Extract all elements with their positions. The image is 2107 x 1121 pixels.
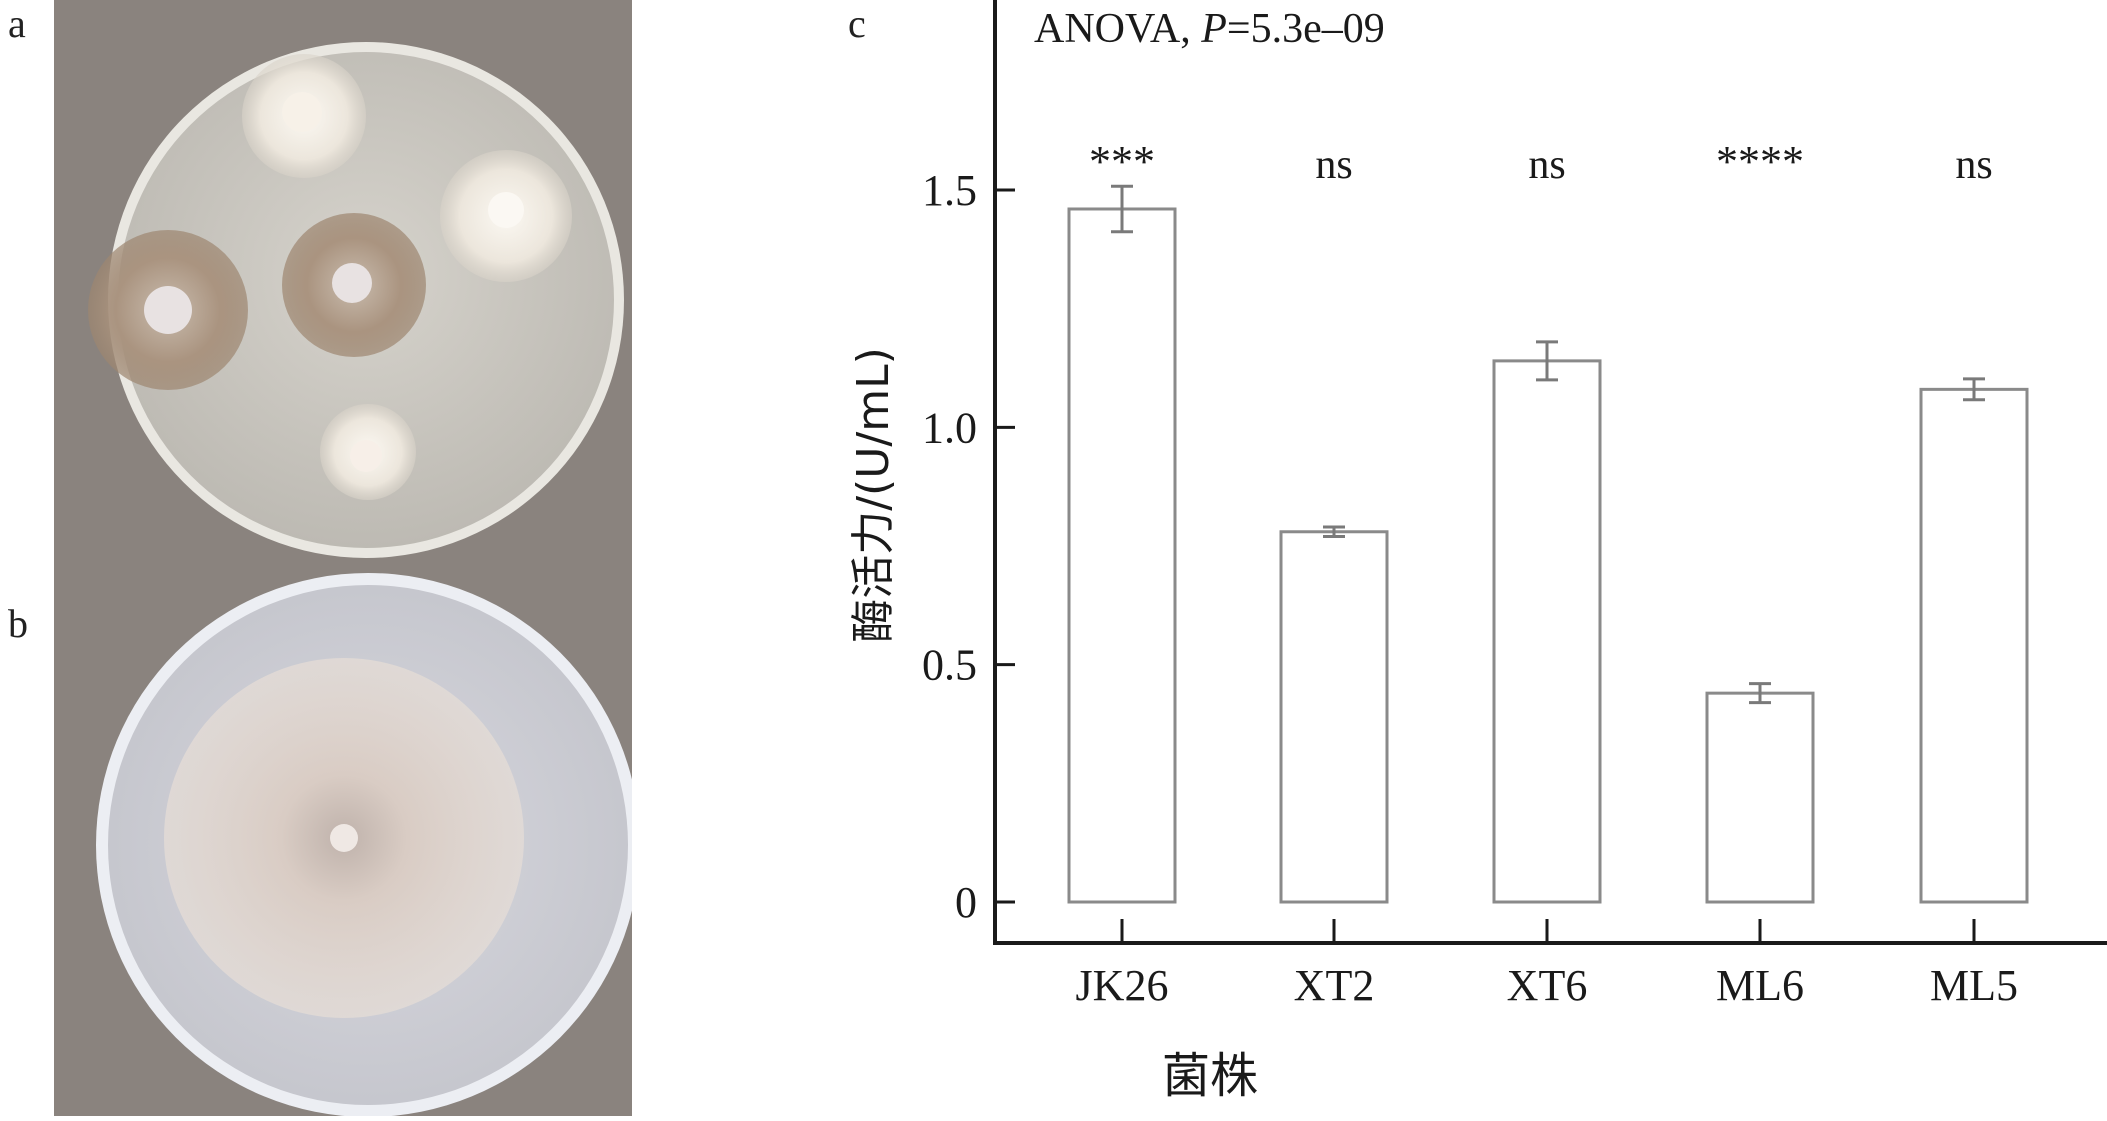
significance-label: **** [1716, 137, 1804, 186]
bars [1067, 184, 2029, 904]
significance-label: ns [1955, 142, 1992, 188]
plate-a [88, 42, 624, 558]
x-axis-label: 菌株 [1162, 1048, 1258, 1104]
x-tick-label: ML5 [1930, 961, 2018, 1010]
significance-label: *** [1089, 137, 1155, 186]
y-axis-label: 酶活力/(U/mL) [848, 347, 899, 643]
significance-label: ns [1315, 142, 1352, 188]
bar-ml6 [1705, 691, 1815, 904]
panel-label-a: a [8, 1, 26, 46]
petri-dish-photos [54, 0, 640, 1117]
x-tick-label: ML6 [1716, 961, 1804, 1010]
bar-jk26 [1067, 207, 1177, 904]
significance-label: ns [1528, 142, 1565, 188]
x-tick-label: XT6 [1507, 961, 1588, 1010]
bar-xt6 [1492, 359, 1602, 904]
panel-label-c: c [848, 1, 866, 46]
chart-title: ANOVA, P=5.3e–09 [1034, 6, 1385, 52]
axes [993, 0, 2107, 945]
x-tick-label: XT2 [1294, 961, 1375, 1010]
y-tick-label: 0.5 [922, 641, 977, 690]
petri-dish-illustration [88, 42, 640, 1117]
y-tick-label: 1.5 [922, 166, 977, 215]
labels: 0 0.5 1.0 1.5 JK26 *** XT2 ns XT6 ns ML6 **** ML5 ns [922, 137, 2018, 1010]
x-tick-label: JK26 [1076, 961, 1169, 1010]
y-tick-label: 0 [955, 878, 977, 927]
y-tick-label: 1.0 [922, 403, 977, 452]
panel-label-b: b [8, 601, 28, 646]
plate-b [96, 573, 640, 1117]
bar-ml5 [1919, 387, 2029, 904]
bar-xt2 [1279, 530, 1389, 904]
